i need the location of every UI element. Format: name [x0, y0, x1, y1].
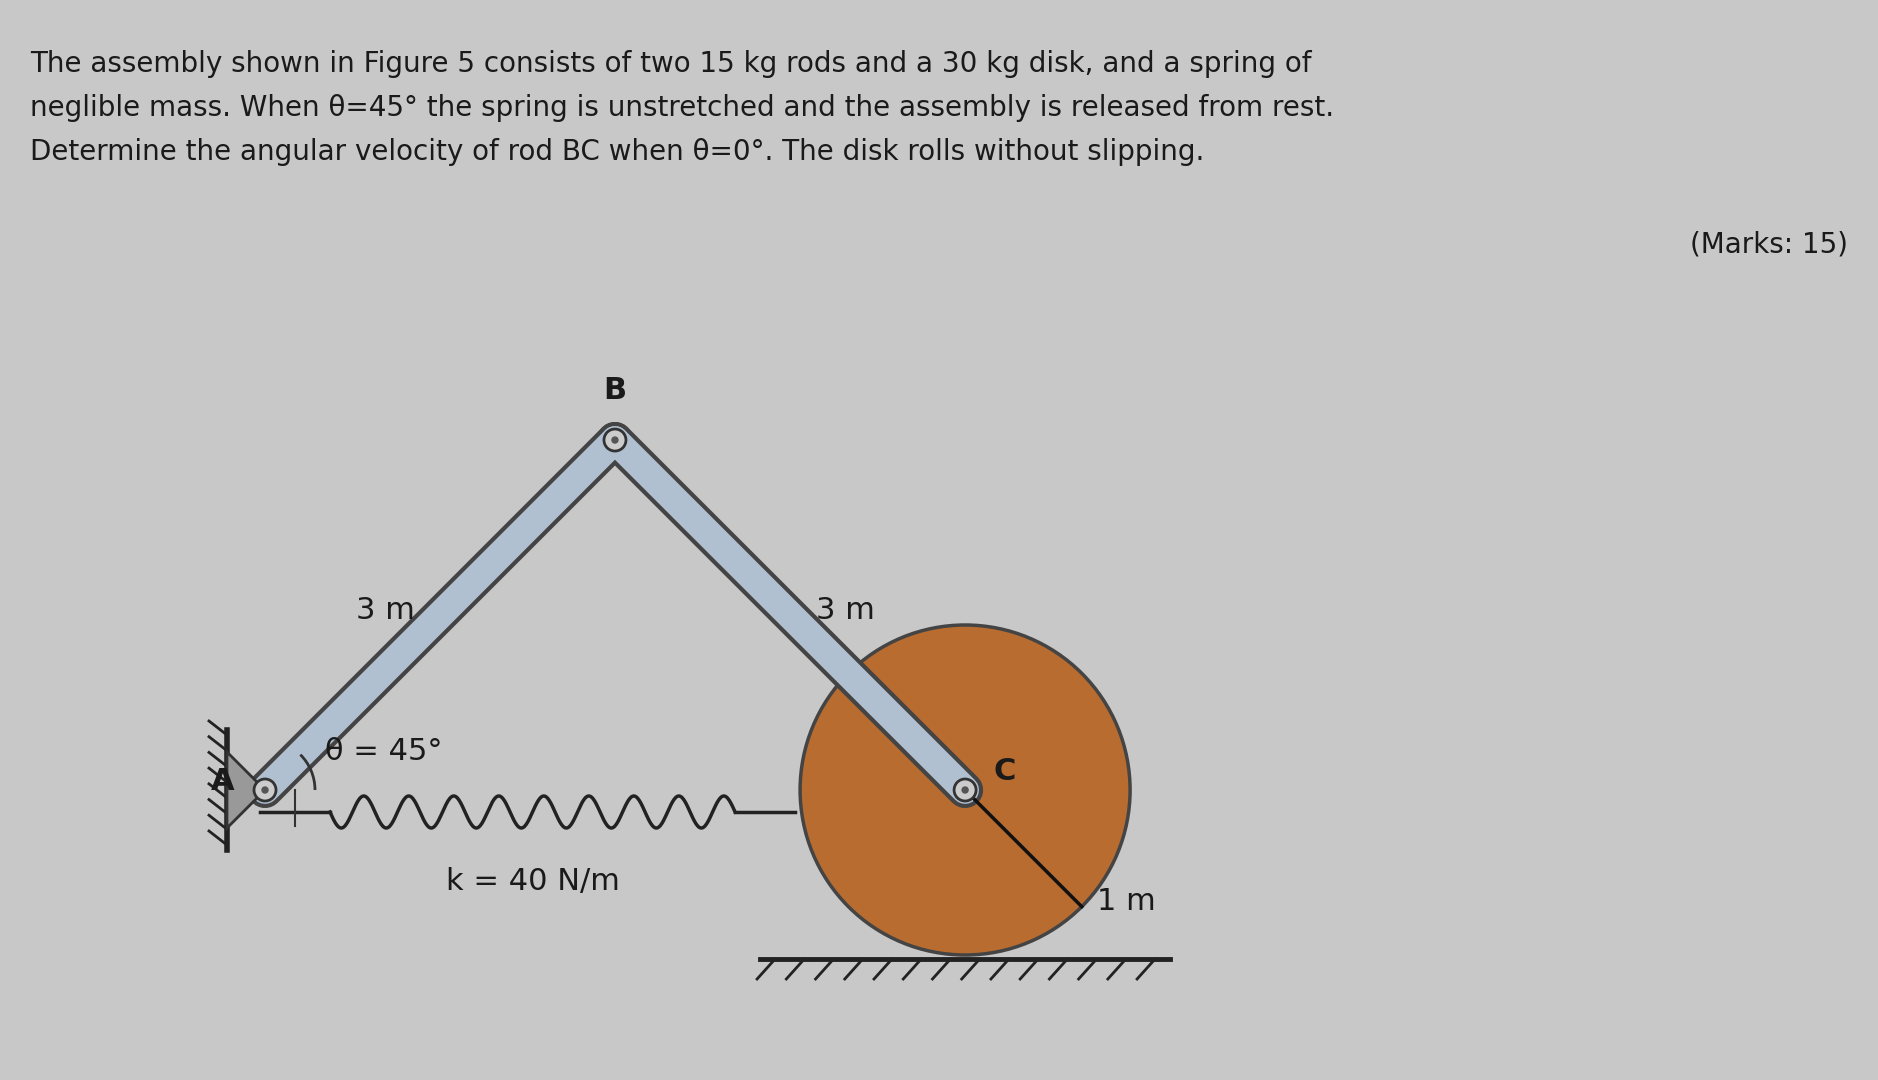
Circle shape [612, 437, 618, 443]
Text: 3 m: 3 m [355, 595, 415, 624]
Text: Determine the angular velocity of rod BC when θ=0°. The disk rolls without slipp: Determine the angular velocity of rod BC… [30, 138, 1204, 166]
Text: A: A [210, 768, 235, 797]
Text: The assembly shown in Figure 5 consists of two 15 kg rods and a 30 kg disk, and : The assembly shown in Figure 5 consists … [30, 50, 1311, 78]
Circle shape [800, 625, 1131, 955]
Text: 3 m: 3 m [815, 595, 875, 624]
Text: B: B [603, 376, 627, 405]
Text: 1 m: 1 m [1097, 887, 1155, 916]
Circle shape [263, 787, 269, 793]
Text: θ = 45°: θ = 45° [325, 738, 443, 767]
Text: neglible mass. When θ=45° the spring is unstretched and the assembly is released: neglible mass. When θ=45° the spring is … [30, 94, 1333, 122]
Text: k = 40 N/m: k = 40 N/m [445, 867, 620, 896]
Circle shape [962, 787, 967, 793]
Circle shape [605, 429, 625, 451]
Polygon shape [227, 752, 265, 828]
Text: (Marks: 15): (Marks: 15) [1690, 230, 1848, 258]
Circle shape [954, 779, 977, 801]
Text: C: C [993, 757, 1016, 786]
Circle shape [254, 779, 276, 801]
